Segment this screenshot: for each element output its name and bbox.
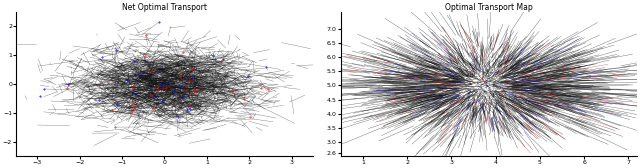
Title: Optimal Transport Map: Optimal Transport Map <box>445 3 533 12</box>
Title: Net Optimal Transport: Net Optimal Transport <box>122 3 207 12</box>
